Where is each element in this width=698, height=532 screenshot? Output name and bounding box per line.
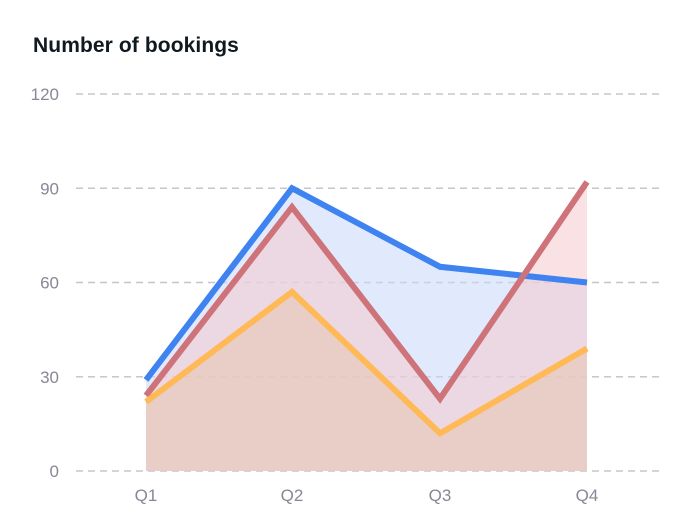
series-line xyxy=(143,184,588,382)
chart-title: Number of bookings xyxy=(33,34,239,57)
y-tick-label: 30 xyxy=(40,368,59,387)
y-tick-label: 120 xyxy=(31,85,59,104)
x-tick-label: Q1 xyxy=(135,486,158,505)
series-area xyxy=(146,291,587,471)
y-tick-label: 0 xyxy=(50,462,59,481)
y-tick-label: 90 xyxy=(40,179,59,198)
y-axis-labels: 0 30 60 90 120 xyxy=(31,85,59,481)
y-tick-label: 60 xyxy=(40,274,59,293)
x-tick-label: Q3 xyxy=(429,486,452,505)
series-lines xyxy=(143,180,590,438)
series-line xyxy=(144,287,589,438)
x-tick-label: Q2 xyxy=(281,486,304,505)
x-axis-labels: Q1 Q2 Q3 Q4 xyxy=(135,486,599,505)
x-tick-label: Q4 xyxy=(576,486,599,505)
series-line xyxy=(143,180,590,404)
